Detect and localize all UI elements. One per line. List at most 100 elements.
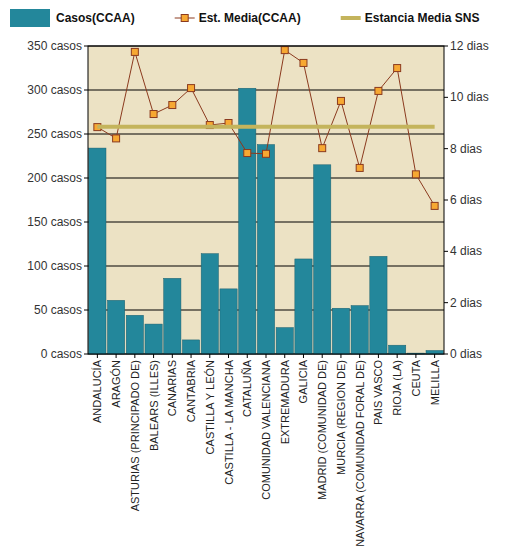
marker: [337, 97, 344, 104]
marker: [431, 202, 438, 209]
y2-tick-label: 6 dias: [450, 193, 482, 207]
x-tick-mark: [134, 354, 135, 358]
marker: [263, 150, 270, 157]
x-tick-mark: [153, 354, 154, 358]
chart: 0 casos50 casos100 casos150 casos200 cas…: [0, 0, 511, 551]
y-tick-label: 350 casos: [27, 39, 82, 53]
bar: [257, 145, 274, 354]
tick-mark: [444, 200, 448, 201]
tick-mark: [84, 46, 88, 47]
marker: [375, 87, 382, 94]
x-tick-mark: [266, 354, 267, 358]
tick-mark: [84, 90, 88, 91]
tick-mark: [84, 310, 88, 311]
legend-label: Est. Media(CCAA): [199, 11, 301, 25]
x-tick-label: RIOJA (LA): [391, 360, 403, 416]
legend-swatch: [341, 16, 361, 20]
tick-mark: [444, 97, 448, 98]
legend-label: Casos(CCAA): [56, 11, 135, 25]
x-tick-mark: [247, 354, 248, 358]
x-tick-mark: [116, 354, 117, 358]
marker: [319, 145, 326, 152]
legend-marker: [181, 15, 188, 22]
y2-tick-label: 2 dias: [450, 296, 482, 310]
tick-mark: [444, 302, 448, 303]
marker: [113, 135, 120, 142]
bar: [89, 148, 106, 354]
grid-line: [88, 90, 444, 91]
plot-frame: [88, 46, 444, 354]
marker: [300, 59, 307, 66]
x-tick-label: MURCIA (REGION DE): [335, 360, 347, 475]
bar: [201, 254, 218, 354]
marker: [281, 47, 288, 54]
bar: [220, 289, 237, 354]
x-tick-label: CATALUÑA: [241, 359, 253, 417]
grid-line: [88, 134, 444, 135]
x-tick-mark: [172, 354, 173, 358]
plot-background: [88, 46, 444, 354]
marker: [394, 65, 401, 72]
x-tick-label: ARAGÓN: [110, 360, 122, 408]
tick-mark: [444, 148, 448, 149]
y-tick-label: 0 casos: [41, 347, 82, 361]
legend-swatch: [10, 9, 50, 27]
y2-tick-label: 4 dias: [450, 244, 482, 258]
y-tick-label: 100 casos: [27, 259, 82, 273]
bar: [276, 328, 293, 354]
y-tick-label: 250 casos: [27, 127, 82, 141]
x-tick-label: CANARIAS: [166, 360, 178, 416]
tick-mark: [444, 354, 448, 355]
y-tick-label: 300 casos: [27, 83, 82, 97]
x-tick-mark: [284, 354, 285, 358]
bar: [107, 300, 124, 354]
x-tick-mark: [97, 354, 98, 358]
x-tick-label: MADRID (COMUNIDAD DE): [316, 360, 328, 500]
x-tick-label: NAVARRA (COMUNIDAD FORAL DE): [354, 360, 366, 547]
bar: [164, 278, 181, 354]
marker: [188, 85, 195, 92]
tick-mark: [84, 134, 88, 135]
x-tick-label: CEUTA: [410, 359, 422, 396]
bar: [145, 324, 162, 354]
tick-mark: [84, 222, 88, 223]
bar: [426, 350, 443, 354]
bar: [295, 259, 312, 354]
x-tick-label: COMUNIDAD VALENCIANA: [260, 359, 272, 499]
x-tick-mark: [322, 354, 323, 358]
x-tick-label: CASTILLA Y LEÓN: [204, 360, 216, 454]
tick-mark: [84, 354, 88, 355]
x-tick-mark: [434, 354, 435, 358]
x-tick-label: CASTILLA - LA MANCHA: [223, 359, 235, 484]
line: [97, 50, 434, 206]
bar: [370, 256, 387, 354]
y-tick-label: 50 casos: [34, 303, 82, 317]
x-tick-mark: [191, 354, 192, 358]
x-tick-label: ASTURIAS (PRINCIPADO DE): [129, 360, 141, 511]
tick-mark: [444, 251, 448, 252]
y2-tick-label: 0 dias: [450, 347, 482, 361]
legend-label: Estancia Media SNS: [365, 11, 480, 25]
x-tick-mark: [303, 354, 304, 358]
marker: [131, 48, 138, 55]
x-tick-mark: [359, 354, 360, 358]
x-tick-label: CANTABRIA: [185, 359, 197, 422]
x-tick-mark: [378, 354, 379, 358]
bar: [182, 340, 199, 354]
y2-tick-label: 10 dias: [450, 90, 489, 104]
x-tick-label: ANDALUCÍA: [91, 359, 103, 423]
tick-mark: [444, 46, 448, 47]
x-tick-mark: [397, 354, 398, 358]
x-tick-label: MELILLA: [429, 359, 441, 405]
marker: [412, 171, 419, 178]
bar: [126, 315, 143, 354]
x-tick-label: EXTREMADURA: [279, 359, 291, 444]
x-tick-label: BALEARS (ILLES): [148, 360, 160, 451]
bar: [332, 308, 349, 354]
marker: [169, 102, 176, 109]
y2-tick-label: 8 dias: [450, 142, 482, 156]
x-tick-mark: [209, 354, 210, 358]
x-tick-mark: [228, 354, 229, 358]
x-tick-mark: [340, 354, 341, 358]
bar: [351, 306, 368, 354]
